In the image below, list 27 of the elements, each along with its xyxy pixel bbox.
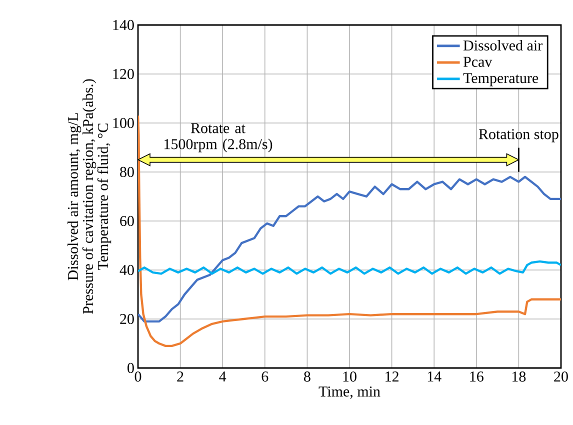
x-tick-label: 0 xyxy=(134,372,142,382)
line-series xyxy=(138,260,561,275)
x-tick-label: 6 xyxy=(262,372,268,382)
x-tick-label: 18 xyxy=(512,372,526,382)
y-tick-label: 20 xyxy=(120,314,134,324)
y-tick-label: 80 xyxy=(120,166,134,178)
y-tick-label: 0 xyxy=(128,362,134,374)
x-tick-label: 2 xyxy=(177,372,184,382)
y-tick-label: 140 xyxy=(113,20,134,30)
y-tick-label: 60 xyxy=(120,216,134,226)
x-tick-label: 16 xyxy=(470,372,484,382)
x-tick-label: 4 xyxy=(219,372,226,382)
x-tick-label: 8 xyxy=(304,372,310,382)
ref-line-label: Rotation stop xyxy=(478,129,558,142)
y-axis-title: Dissolved air amount, mg/L Pressure of cavitation region, kPa(abs.) Temperature of fluid, °C xyxy=(68,79,112,314)
legend-label: Temperature xyxy=(463,73,538,86)
x-tick-label: 12 xyxy=(386,372,398,382)
x-tick-label: 14 xyxy=(428,372,442,382)
x-axis-title: Time, min xyxy=(318,386,380,399)
y-tick-label: 40 xyxy=(120,264,134,276)
legend-label: Dissolved air xyxy=(463,40,542,51)
x-tick-label: 10 xyxy=(343,372,356,382)
annotation: Rotate at 1500rpm (2.8m/s) xyxy=(164,123,272,152)
legend-label: Pcav xyxy=(463,56,492,67)
y-tick-label: 120 xyxy=(113,68,134,80)
x-tick-label: 20 xyxy=(554,372,568,382)
y-tick-label: 100 xyxy=(113,118,134,128)
